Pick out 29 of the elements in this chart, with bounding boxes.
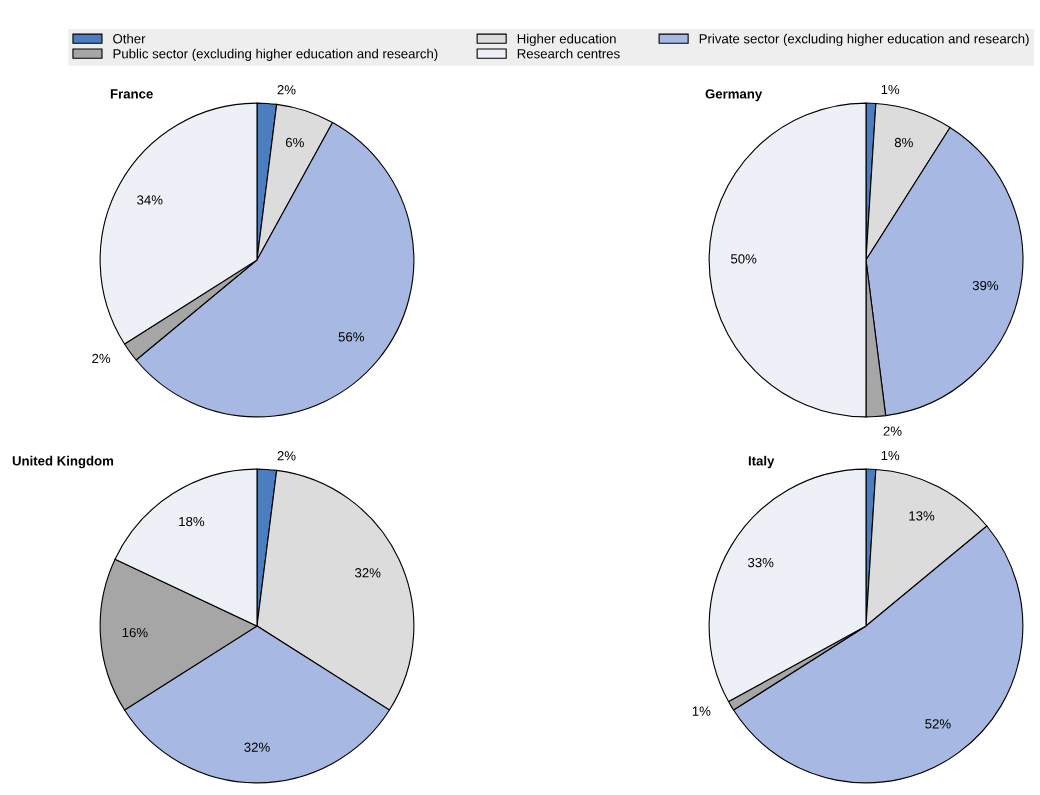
data-label: 52% — [925, 719, 951, 729]
data-label: 34% — [137, 195, 163, 205]
data-label: 2% — [277, 451, 296, 461]
text: France — [110, 89, 153, 99]
data-label: 13% — [909, 511, 935, 521]
legend-label: Public sector (excluding higher education and research) — [113, 48, 438, 61]
legend-label: Private sector (excluding higher education and research) — [699, 33, 1029, 47]
chart-title: Italy — [748, 455, 775, 469]
data-label: 33% — [747, 557, 774, 568]
data-label: 32% — [244, 742, 270, 752]
data-label: 1% — [881, 84, 900, 95]
data-label: 1% — [692, 706, 711, 716]
data-label: 16% — [122, 627, 148, 638]
legend-label: Research centres — [517, 48, 620, 59]
data-label: 39% — [972, 280, 999, 291]
data-label: 32% — [355, 568, 381, 578]
data-label: 2% — [883, 426, 902, 436]
data-label: 56% — [338, 332, 365, 342]
chart-title: Germany — [705, 89, 763, 102]
legend-label: Other — [113, 33, 146, 44]
chart-title: United Kingdom — [12, 455, 114, 469]
data-label: 2% — [277, 85, 296, 95]
data-label: 2% — [92, 353, 111, 364]
data-label: 8% — [894, 137, 913, 148]
data-label: 50% — [730, 254, 757, 264]
data-label: 6% — [285, 137, 304, 148]
legend-label: Higher education — [517, 33, 616, 47]
data-label: 1% — [881, 450, 900, 461]
data-label: 18% — [179, 516, 205, 527]
